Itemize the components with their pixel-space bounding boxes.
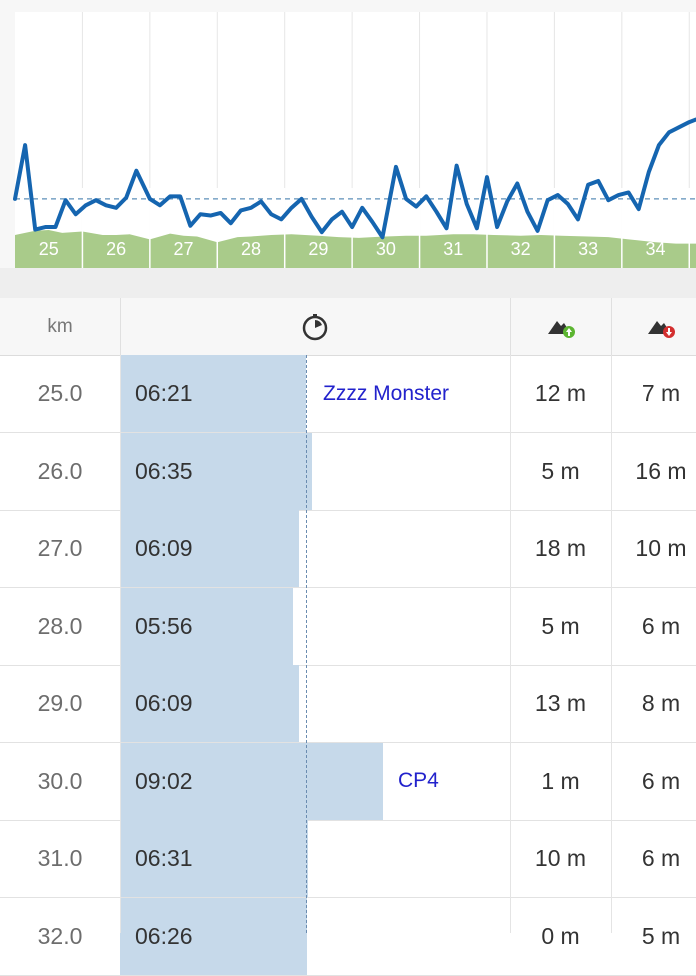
- elevation-dividers: [81, 188, 691, 268]
- x-tick-label: 33: [578, 239, 598, 259]
- x-tick-label: 31: [443, 239, 463, 259]
- x-tick-label: 27: [174, 239, 194, 259]
- pace-value: 06:35: [135, 457, 193, 484]
- split-row[interactable]: 32.0 06:26 0 m 5 m: [0, 897, 696, 976]
- split-row[interactable]: 26.0 06:35 5 m 16 m: [0, 432, 696, 511]
- pace-value: 06:26: [135, 922, 193, 949]
- split-note: CP4: [398, 769, 439, 792]
- mountain-up-icon: [510, 298, 611, 355]
- pace-bar: [120, 587, 293, 665]
- ascent-value: 13 m: [534, 690, 587, 716]
- descent-value: 16 m: [635, 457, 687, 484]
- ascent-value: 18 m: [534, 535, 587, 561]
- pace-bar: [120, 665, 299, 742]
- pace-value: 05:56: [135, 612, 193, 639]
- x-tick-label: 26: [106, 239, 126, 259]
- ascent-value: 10 m: [534, 845, 587, 871]
- ascent-value: 5 m: [541, 457, 580, 484]
- km-value: 31.0: [37, 845, 83, 871]
- km-value: 26.0: [37, 457, 83, 484]
- km-value: 25.0: [37, 380, 83, 406]
- pace-bar: [120, 432, 312, 510]
- x-tick-label: 29: [308, 239, 328, 259]
- split-row[interactable]: 29.0 06:09 13 m 8 m: [0, 665, 696, 743]
- km-header: km: [47, 315, 73, 337]
- pace-chart: 25 26 27 28 29 30 31 32 33 34: [0, 0, 696, 268]
- column-divider: [611, 355, 612, 933]
- ascent-value: 0 m: [541, 922, 580, 949]
- pace-value: 09:02: [135, 767, 193, 794]
- km-value: 29.0: [37, 690, 83, 716]
- km-value: 27.0: [37, 535, 83, 561]
- x-tick-labels: 25 26 27 28 29 30 31 32 33 34: [39, 239, 666, 259]
- stopwatch-icon: [120, 298, 510, 355]
- pace-bar: [120, 510, 299, 587]
- split-row[interactable]: 31.0 06:31 10 m 6 m: [0, 820, 696, 898]
- split-row[interactable]: 27.0 06:09 18 m 10 m: [0, 510, 696, 588]
- split-row[interactable]: 30.0 09:02 CP4 1 m 6 m: [0, 742, 696, 821]
- x-tick-label: 28: [241, 239, 261, 259]
- descent-value: 10 m: [635, 535, 687, 561]
- pace-bar: [120, 820, 308, 897]
- descent-value: 6 m: [641, 845, 681, 871]
- x-tick-label: 32: [511, 239, 531, 259]
- table-header: km: [0, 298, 696, 356]
- split-row[interactable]: 25.0 06:21 Zzzz Monster 12 m 7 m: [0, 355, 696, 433]
- km-value: 28.0: [37, 612, 83, 639]
- ascent-value: 5 m: [541, 612, 580, 639]
- column-divider: [120, 355, 121, 933]
- pace-value: 06:09: [135, 690, 193, 716]
- pace-bar: [120, 742, 383, 820]
- elevation-area: [15, 230, 696, 268]
- descent-value: 6 m: [641, 612, 681, 639]
- km-value: 30.0: [37, 767, 83, 794]
- x-tick-label: 25: [39, 239, 59, 259]
- pace-line: [13, 117, 696, 240]
- km-value: 32.0: [37, 922, 83, 949]
- descent-value: 6 m: [641, 767, 681, 794]
- pace-value: 06:21: [135, 380, 193, 406]
- ascent-value: 1 m: [541, 767, 580, 794]
- pace-value: 06:09: [135, 535, 193, 561]
- pace-bar: [120, 355, 306, 432]
- descent-value: 8 m: [641, 690, 681, 716]
- ascent-value: 12 m: [534, 380, 587, 406]
- descent-value: 7 m: [641, 380, 681, 406]
- x-tick-label: 30: [376, 239, 396, 259]
- x-tick-label: 34: [646, 239, 666, 259]
- average-pace-marker: [306, 355, 307, 933]
- mountain-down-icon: [611, 298, 696, 355]
- pace-value: 06:31: [135, 845, 193, 871]
- split-note: Zzzz Monster: [323, 381, 450, 405]
- column-divider: [510, 355, 511, 933]
- split-row[interactable]: 28.0 05:56 5 m 6 m: [0, 587, 696, 666]
- separator-band: [0, 268, 696, 298]
- descent-value: 5 m: [641, 922, 681, 949]
